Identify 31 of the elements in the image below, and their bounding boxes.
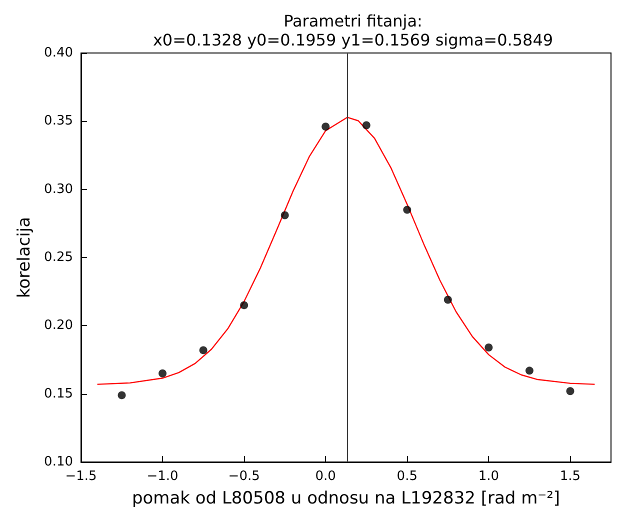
x-tick-label: 0.5 [396, 469, 418, 484]
line-series [96, 116, 596, 385]
point [199, 346, 208, 354]
point [566, 387, 574, 396]
x-axis-title: pomak od L80508 u odnosu na L192832 [rad m⁻²] [132, 488, 560, 508]
x-tick-label: −0.5 [228, 469, 260, 484]
x-tick-label: −1.0 [146, 469, 178, 484]
point [403, 206, 412, 214]
x-tick-label: −1.5 [65, 469, 97, 484]
point [444, 296, 452, 304]
point [484, 343, 493, 352]
point [240, 301, 248, 310]
y-tick-label: 0.10 [44, 454, 73, 470]
point [322, 122, 330, 131]
x-tick-label: 0.0 [315, 469, 336, 484]
y-tick-label: 0.25 [44, 250, 73, 265]
point [158, 369, 167, 378]
point [525, 366, 534, 375]
y-tick-label: 0.20 [44, 318, 73, 334]
point [362, 121, 370, 130]
x-tick-label: 1.5 [560, 469, 581, 484]
point [118, 391, 126, 400]
y-axis-title: korelacija [14, 216, 34, 298]
point [280, 211, 289, 220]
y-tick-label: 0.30 [44, 182, 73, 197]
y-tick-label: 0.40 [44, 46, 73, 60]
x-tick-label: 1.0 [478, 469, 500, 484]
y-tick-label: 0.35 [44, 114, 73, 129]
chart-subtitle: x0=0.1328 y0=0.1959 y1=0.1569 sigma=0.5849 [152, 30, 554, 50]
chart-title: Parametri fitanja: [284, 12, 422, 30]
y-tick-label: 0.15 [44, 386, 73, 402]
